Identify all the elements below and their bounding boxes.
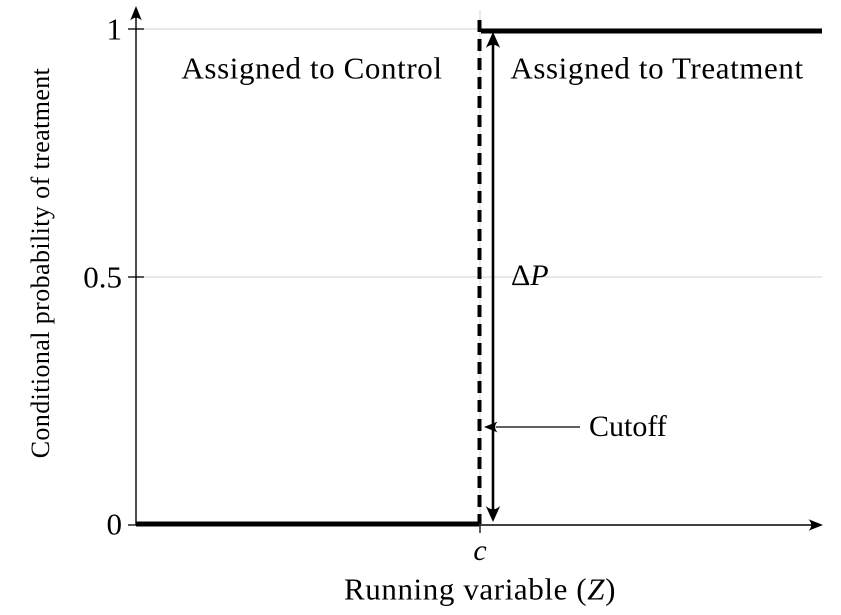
cutoff-label: Cutoff — [589, 410, 667, 443]
y-tick-label-0: 0 — [106, 506, 123, 542]
x-axis-title: Running variable (Z) — [344, 574, 616, 605]
region-label-treatment: Assigned to Treatment — [510, 50, 804, 86]
y-axis-arrowhead — [130, 6, 142, 21]
delta-p-label: ΔP — [511, 261, 549, 291]
x-axis-title-prefix: Running variable ( — [343, 571, 588, 607]
x-tick-label-c: c — [473, 534, 487, 567]
y-axis-title: Conditional probability of treatment — [26, 67, 55, 459]
y-tick-label-1: 1 — [106, 11, 123, 47]
x-axis-title-variable: Z — [587, 571, 606, 607]
x-axis-title-suffix: ) — [605, 571, 617, 607]
region-label-control: Assigned to Control — [181, 50, 443, 86]
x-axis-arrowhead — [808, 519, 823, 531]
delta-symbol: Δ — [511, 259, 531, 292]
delta-p-arrowhead-up-icon — [485, 32, 501, 48]
delta-p-arrowhead-down-icon — [485, 506, 501, 522]
delta-p-variable: P — [530, 259, 549, 292]
cutoff-pointer-arrowhead-icon — [484, 421, 498, 433]
y-tick-label-0-5: 0.5 — [83, 259, 122, 295]
